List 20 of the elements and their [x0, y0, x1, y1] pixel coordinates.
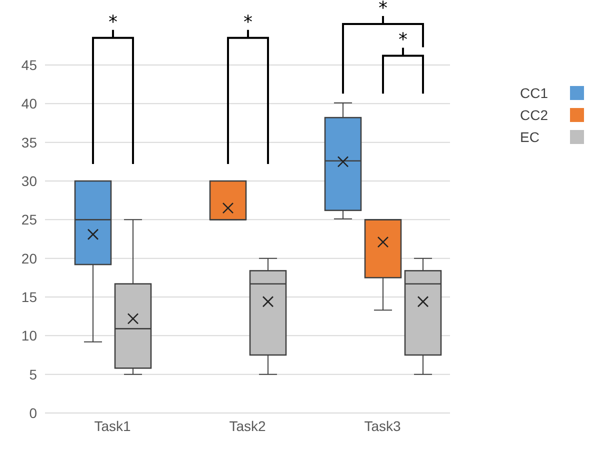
- legend-label: CC2: [520, 107, 548, 123]
- text: *: [378, 0, 388, 20]
- y-tick-label: 40: [21, 96, 38, 112]
- y-tick-label: 30: [21, 172, 38, 189]
- y-tick-label: 15: [21, 288, 38, 305]
- x-tick-label: Task2: [229, 418, 266, 434]
- legend-label: EC: [520, 129, 540, 145]
- y-tick-label: 5: [29, 366, 38, 382]
- legend-label: CC1: [520, 85, 548, 101]
- y-tick-label: 25: [21, 212, 38, 228]
- x-tick-label: Task3: [364, 418, 401, 434]
- y-tick-label: 10: [21, 328, 38, 344]
- text: *: [108, 12, 118, 33]
- y-tick-label: 35: [21, 134, 38, 150]
- x-tick-label: Task1: [94, 418, 131, 434]
- y-tick-label: 45: [21, 56, 38, 73]
- text: *: [398, 30, 408, 51]
- y-tick-label: 0: [29, 404, 38, 421]
- y-tick-label: 20: [21, 250, 38, 266]
- text: *: [244, 12, 252, 33]
